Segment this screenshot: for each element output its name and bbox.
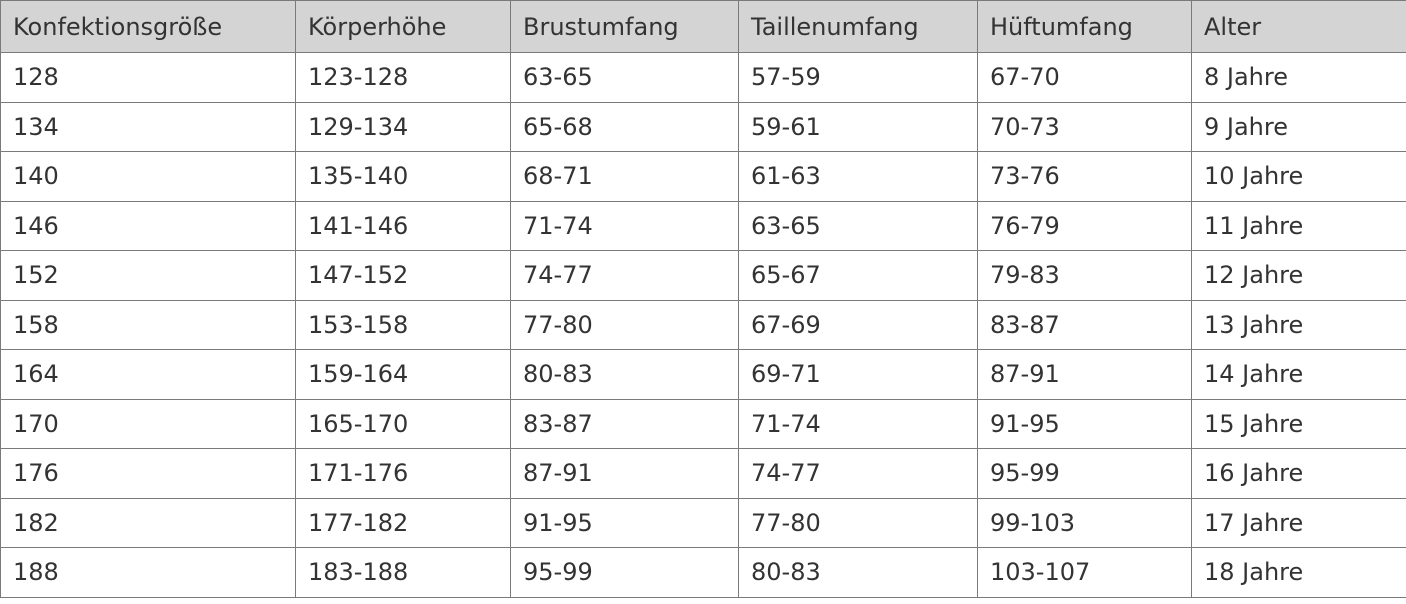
- cell-age: 13 Jahre: [1191, 299, 1406, 350]
- cell-hip: 83-87: [977, 299, 1192, 350]
- cell-size: 164: [0, 349, 296, 400]
- cell-age: 11 Jahre: [1191, 200, 1406, 251]
- cell-size: 152: [0, 250, 296, 301]
- cell-age: 8 Jahre: [1191, 52, 1406, 103]
- cell-chest: 95-99: [510, 547, 739, 598]
- table-row: 134 129-134 65-68 59-61 70-73 9 Jahre: [0, 101, 1406, 152]
- cell-size: 134: [0, 101, 296, 152]
- table-row: 128 123-128 63-65 57-59 67-70 8 Jahre: [0, 52, 1406, 103]
- cell-size: 140: [0, 151, 296, 202]
- cell-age: 10 Jahre: [1191, 151, 1406, 202]
- cell-hip: 73-76: [977, 151, 1192, 202]
- cell-waist: 63-65: [738, 200, 978, 251]
- cell-height: 183-188: [295, 547, 511, 598]
- column-header-size: Konfektionsgröße: [0, 0, 296, 53]
- cell-height: 141-146: [295, 200, 511, 251]
- cell-chest: 87-91: [510, 448, 739, 499]
- cell-waist: 65-67: [738, 250, 978, 301]
- table-row: 152 147-152 74-77 65-67 79-83 12 Jahre: [0, 250, 1406, 301]
- column-header-hip: Hüftumfang: [977, 0, 1192, 53]
- cell-hip: 70-73: [977, 101, 1192, 152]
- cell-waist: 74-77: [738, 448, 978, 499]
- cell-height: 165-170: [295, 398, 511, 449]
- table-row: 164 159-164 80-83 69-71 87-91 14 Jahre: [0, 349, 1406, 400]
- cell-height: 147-152: [295, 250, 511, 301]
- cell-age: 16 Jahre: [1191, 448, 1406, 499]
- cell-waist: 57-59: [738, 52, 978, 103]
- cell-height: 177-182: [295, 497, 511, 548]
- table-row: 146 141-146 71-74 63-65 76-79 11 Jahre: [0, 200, 1406, 251]
- cell-size: 176: [0, 448, 296, 499]
- table-row: 182 177-182 91-95 77-80 99-103 17 Jahre: [0, 497, 1406, 548]
- table-row: 176 171-176 87-91 74-77 95-99 16 Jahre: [0, 448, 1406, 499]
- cell-waist: 71-74: [738, 398, 978, 449]
- table-row: 188 183-188 95-99 80-83 103-107 18 Jahre: [0, 547, 1406, 598]
- cell-size: 182: [0, 497, 296, 548]
- cell-height: 123-128: [295, 52, 511, 103]
- cell-hip: 95-99: [977, 448, 1192, 499]
- column-header-age: Alter: [1191, 0, 1406, 53]
- cell-size: 158: [0, 299, 296, 350]
- header-row: Konfektionsgröße Körperhöhe Brustumfang Tai…: [0, 0, 1406, 53]
- cell-waist: 77-80: [738, 497, 978, 548]
- cell-height: 135-140: [295, 151, 511, 202]
- cell-chest: 71-74: [510, 200, 739, 251]
- cell-size: 128: [0, 52, 296, 103]
- cell-height: 129-134: [295, 101, 511, 152]
- cell-size: 188: [0, 547, 296, 598]
- cell-height: 153-158: [295, 299, 511, 350]
- cell-hip: 79-83: [977, 250, 1192, 301]
- column-header-height: Körperhöhe: [295, 0, 511, 53]
- cell-age: 14 Jahre: [1191, 349, 1406, 400]
- cell-waist: 61-63: [738, 151, 978, 202]
- cell-hip: 67-70: [977, 52, 1192, 103]
- cell-chest: 80-83: [510, 349, 739, 400]
- cell-height: 171-176: [295, 448, 511, 499]
- cell-chest: 91-95: [510, 497, 739, 548]
- table-row: 170 165-170 83-87 71-74 91-95 15 Jahre: [0, 398, 1406, 449]
- cell-age: 15 Jahre: [1191, 398, 1406, 449]
- cell-waist: 67-69: [738, 299, 978, 350]
- cell-chest: 74-77: [510, 250, 739, 301]
- column-header-waist: Taillenumfang: [738, 0, 978, 53]
- cell-hip: 76-79: [977, 200, 1192, 251]
- cell-hip: 103-107: [977, 547, 1192, 598]
- cell-chest: 65-68: [510, 101, 739, 152]
- table-row: 140 135-140 68-71 61-63 73-76 10 Jahre: [0, 151, 1406, 202]
- cell-hip: 99-103: [977, 497, 1192, 548]
- cell-size: 170: [0, 398, 296, 449]
- cell-age: 9 Jahre: [1191, 101, 1406, 152]
- cell-chest: 77-80: [510, 299, 739, 350]
- cell-hip: 87-91: [977, 349, 1192, 400]
- cell-chest: 68-71: [510, 151, 739, 202]
- cell-waist: 80-83: [738, 547, 978, 598]
- table-row: 158 153-158 77-80 67-69 83-87 13 Jahre: [0, 299, 1406, 350]
- cell-hip: 91-95: [977, 398, 1192, 449]
- cell-chest: 83-87: [510, 398, 739, 449]
- cell-age: 12 Jahre: [1191, 250, 1406, 301]
- cell-size: 146: [0, 200, 296, 251]
- cell-chest: 63-65: [510, 52, 739, 103]
- cell-age: 17 Jahre: [1191, 497, 1406, 548]
- column-header-chest: Brustumfang: [510, 0, 739, 53]
- cell-waist: 69-71: [738, 349, 978, 400]
- cell-age: 18 Jahre: [1191, 547, 1406, 598]
- cell-height: 159-164: [295, 349, 511, 400]
- cell-waist: 59-61: [738, 101, 978, 152]
